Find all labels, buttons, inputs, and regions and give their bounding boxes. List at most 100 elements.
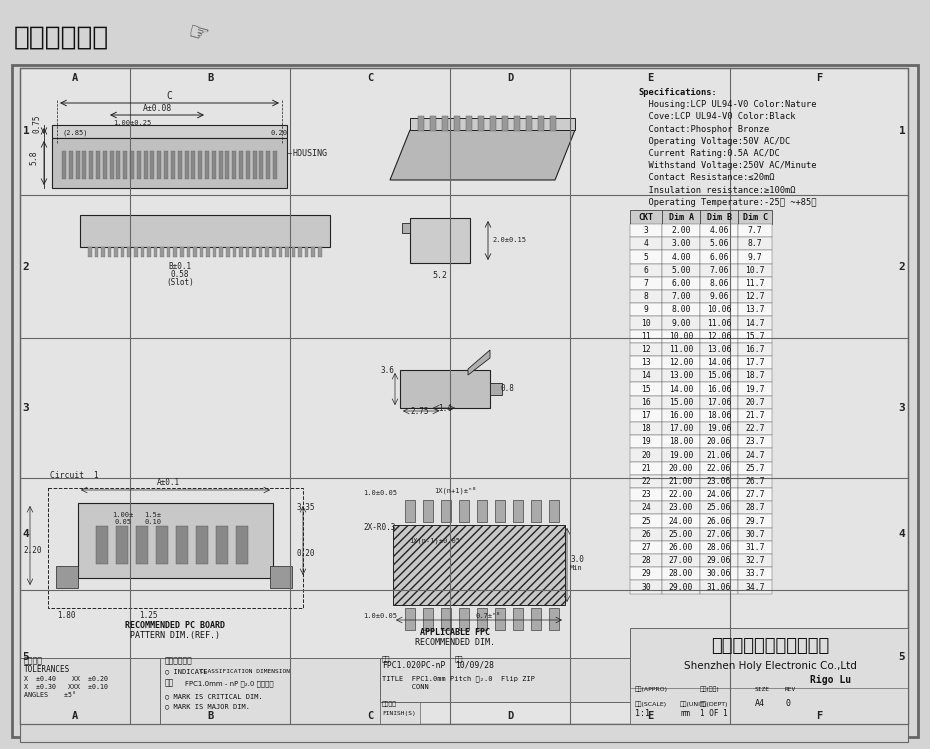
Bar [662,210,700,224]
Text: 10/09/28: 10/09/28 [455,661,494,670]
Bar [200,247,204,257]
Text: PATTERN DIM.(REF.): PATTERN DIM.(REF.) [130,631,220,640]
Text: 8.00: 8.00 [671,306,691,315]
Bar [630,554,662,567]
Bar [151,151,154,179]
Bar [490,116,496,131]
Bar [630,409,662,422]
Bar [402,223,410,233]
Bar [20,724,908,742]
Bar [662,567,700,580]
Bar [630,475,662,488]
Text: 30.06: 30.06 [707,569,731,578]
Text: A: A [72,73,78,83]
Bar [738,541,772,554]
Bar [380,658,630,702]
Text: Dim C: Dim C [742,213,767,222]
Bar [531,608,541,630]
Text: 11: 11 [641,332,651,341]
Bar [662,515,700,527]
Bar [662,527,700,541]
Bar [700,461,738,475]
Text: 1.0±0.05: 1.0±0.05 [363,490,397,496]
Bar [738,210,772,224]
Bar [236,526,248,564]
Text: Dim A: Dim A [669,213,694,222]
Bar [662,435,700,449]
Text: Operating Voltage:50V AC/DC: Operating Voltage:50V AC/DC [638,137,790,146]
Text: F: F [816,711,822,721]
Text: 1.5±: 1.5± [144,512,162,518]
Bar [700,554,738,567]
Bar [738,515,772,527]
Text: 5.2: 5.2 [432,271,447,280]
Bar [495,608,505,630]
Bar [630,343,662,356]
Text: 在线图纸下载: 在线图纸下载 [14,25,109,51]
Text: 24.00: 24.00 [669,517,693,526]
Bar [630,277,662,290]
Bar [526,116,532,131]
Text: 2: 2 [898,261,906,271]
Text: Circuit  1: Circuit 1 [50,471,99,480]
Text: 5: 5 [22,652,30,662]
Text: APPLICABLE FPC: APPLICABLE FPC [420,628,490,637]
Text: 4: 4 [644,239,648,249]
Bar [662,449,700,461]
Bar [246,247,249,257]
Text: FPC1.020PC-nP: FPC1.020PC-nP [382,661,445,670]
Text: 3: 3 [22,403,30,413]
Text: 27: 27 [641,543,651,552]
Text: D: D [507,711,513,721]
Text: 23.7: 23.7 [745,437,764,446]
Bar [662,343,700,356]
Text: 22.7: 22.7 [745,424,764,433]
Bar [549,608,559,630]
Bar [700,237,738,250]
Text: ANGLES    ±5°: ANGLES ±5° [24,692,76,698]
Bar [700,383,738,395]
Bar [305,247,309,257]
Text: 28: 28 [641,556,651,565]
Bar [164,151,168,179]
Bar [246,151,250,179]
Bar [700,409,738,422]
Polygon shape [410,118,575,130]
Text: 8: 8 [644,292,648,301]
Bar [393,525,565,605]
Bar [184,151,189,179]
Text: 2X-R0.3: 2X-R0.3 [363,523,395,532]
Bar [630,303,662,316]
Bar [116,526,128,564]
Text: 17.06: 17.06 [707,398,731,407]
Text: 27.06: 27.06 [707,530,731,539]
Bar [738,554,772,567]
Text: E: E [647,73,653,83]
Bar [12,65,918,737]
Text: 0: 0 [785,699,790,708]
Bar [662,303,700,316]
Bar [738,369,772,383]
Text: 17.00: 17.00 [669,424,693,433]
Bar [662,475,700,488]
Text: 30.7: 30.7 [745,530,764,539]
Bar [466,116,472,131]
Text: 28.00: 28.00 [669,569,693,578]
Text: 20: 20 [641,450,651,459]
Text: 0.7±ⁿᴮ: 0.7±ⁿᴮ [475,613,500,619]
Bar [477,500,487,522]
Bar [662,383,700,395]
Bar [738,449,772,461]
Text: RECOMMENDED PC BOARD: RECOMMENDED PC BOARD [125,621,225,630]
Text: X  ±0.30   XXX  ±0.10: X ±0.30 XXX ±0.10 [24,684,108,690]
Bar [662,422,700,435]
Bar [441,500,451,522]
Bar [171,151,175,179]
Text: 31.7: 31.7 [745,543,764,552]
Text: 19.06: 19.06 [707,424,731,433]
Text: 3.6: 3.6 [380,366,394,375]
Bar [130,151,134,179]
Text: 0.8: 0.8 [500,384,514,393]
Bar [630,210,662,224]
Bar [662,330,700,343]
